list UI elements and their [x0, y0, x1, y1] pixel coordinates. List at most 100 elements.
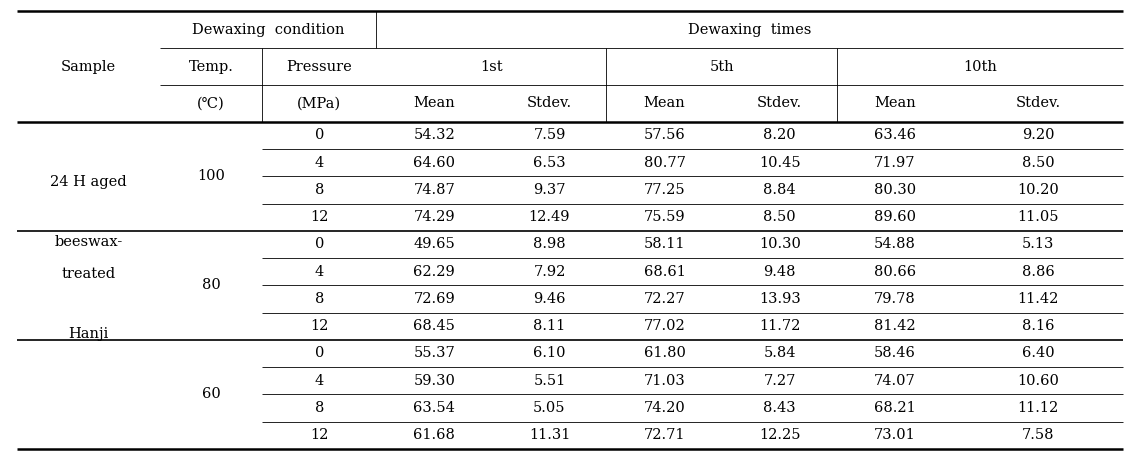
Text: 61.68: 61.68: [414, 428, 455, 442]
Text: 12.49: 12.49: [529, 210, 570, 224]
Text: 74.07: 74.07: [874, 374, 915, 388]
Text: Mean: Mean: [874, 97, 915, 110]
Text: 8.84: 8.84: [764, 183, 796, 197]
Text: (MPa): (MPa): [298, 97, 341, 110]
Text: Mean: Mean: [414, 97, 455, 110]
Text: 100: 100: [197, 169, 225, 183]
Text: 5.84: 5.84: [764, 346, 796, 360]
Text: 0: 0: [315, 128, 324, 142]
Text: beeswax-: beeswax-: [55, 235, 122, 249]
Text: 8.16: 8.16: [1021, 319, 1054, 333]
Text: 79.78: 79.78: [874, 292, 915, 306]
Text: Stdev.: Stdev.: [1016, 97, 1060, 110]
Text: 10th: 10th: [963, 60, 996, 74]
Text: 80.66: 80.66: [874, 265, 915, 279]
Text: 10.60: 10.60: [1017, 374, 1059, 388]
Text: Dewaxing  condition: Dewaxing condition: [192, 23, 344, 37]
Text: 10.20: 10.20: [1017, 183, 1059, 197]
Text: 8.43: 8.43: [764, 401, 796, 415]
Text: 89.60: 89.60: [874, 210, 915, 224]
Text: Mean: Mean: [644, 97, 685, 110]
Text: 62.29: 62.29: [414, 265, 455, 279]
Text: 11.42: 11.42: [1017, 292, 1059, 306]
Text: 11.31: 11.31: [529, 428, 570, 442]
Text: 64.60: 64.60: [414, 156, 455, 170]
Text: 12: 12: [310, 210, 328, 224]
Text: 49.65: 49.65: [414, 237, 455, 251]
Text: 11.05: 11.05: [1017, 210, 1059, 224]
Text: Temp.: Temp.: [188, 60, 234, 74]
Text: 74.20: 74.20: [644, 401, 685, 415]
Text: 13.93: 13.93: [759, 292, 800, 306]
Text: 9.20: 9.20: [1021, 128, 1054, 142]
Text: 68.61: 68.61: [644, 265, 685, 279]
Text: 5.05: 5.05: [534, 401, 565, 415]
Text: treated: treated: [62, 267, 115, 281]
Text: 68.45: 68.45: [414, 319, 455, 333]
Text: 10.45: 10.45: [759, 156, 800, 170]
Text: 54.88: 54.88: [874, 237, 915, 251]
Text: 5.51: 5.51: [534, 374, 565, 388]
Text: 6.40: 6.40: [1021, 346, 1054, 360]
Text: Stdev.: Stdev.: [757, 97, 803, 110]
Text: 9.37: 9.37: [534, 183, 565, 197]
Text: 4: 4: [315, 374, 324, 388]
Text: 7.27: 7.27: [764, 374, 796, 388]
Text: 7.58: 7.58: [1021, 428, 1054, 442]
Text: 72.27: 72.27: [644, 292, 685, 306]
Text: 12: 12: [310, 428, 328, 442]
Text: 80.30: 80.30: [874, 183, 915, 197]
Text: 59.30: 59.30: [414, 374, 455, 388]
Text: 68.21: 68.21: [874, 401, 915, 415]
Text: 11.12: 11.12: [1017, 401, 1059, 415]
Text: 24 H aged: 24 H aged: [50, 175, 127, 189]
Text: 7.59: 7.59: [534, 128, 565, 142]
Text: 0: 0: [315, 237, 324, 251]
Text: 60: 60: [202, 387, 220, 401]
Text: 8.86: 8.86: [1021, 265, 1054, 279]
Text: 5.13: 5.13: [1021, 237, 1054, 251]
Text: 8.50: 8.50: [764, 210, 796, 224]
Text: Dewaxing  times: Dewaxing times: [687, 23, 812, 37]
Text: 58.11: 58.11: [644, 237, 685, 251]
Text: 71.03: 71.03: [644, 374, 685, 388]
Text: 6.10: 6.10: [534, 346, 565, 360]
Text: 61.80: 61.80: [644, 346, 685, 360]
Text: 81.42: 81.42: [874, 319, 915, 333]
Text: 72.69: 72.69: [414, 292, 455, 306]
Text: 7.92: 7.92: [534, 265, 565, 279]
Text: 8.50: 8.50: [1021, 156, 1054, 170]
Text: 80: 80: [202, 278, 220, 292]
Text: 74.29: 74.29: [414, 210, 455, 224]
Text: 75.59: 75.59: [644, 210, 685, 224]
Text: 8.98: 8.98: [534, 237, 565, 251]
Text: 0: 0: [315, 346, 324, 360]
Text: 77.02: 77.02: [644, 319, 685, 333]
Text: 6.53: 6.53: [534, 156, 565, 170]
Text: Stdev.: Stdev.: [527, 97, 572, 110]
Text: 73.01: 73.01: [874, 428, 915, 442]
Text: 63.46: 63.46: [874, 128, 915, 142]
Text: 10.30: 10.30: [759, 237, 800, 251]
Text: 58.46: 58.46: [874, 346, 915, 360]
Text: 57.56: 57.56: [644, 128, 685, 142]
Text: 4: 4: [315, 265, 324, 279]
Text: 9.48: 9.48: [764, 265, 796, 279]
Text: 8: 8: [315, 292, 324, 306]
Text: (℃): (℃): [197, 97, 225, 110]
Text: 11.72: 11.72: [759, 319, 800, 333]
Text: 74.87: 74.87: [414, 183, 455, 197]
Text: 5th: 5th: [709, 60, 734, 74]
Text: 54.32: 54.32: [414, 128, 455, 142]
Text: 55.37: 55.37: [414, 346, 455, 360]
Text: 9.46: 9.46: [534, 292, 565, 306]
Text: 1st: 1st: [480, 60, 503, 74]
Text: Hanji: Hanji: [68, 327, 108, 341]
Text: 12.25: 12.25: [759, 428, 800, 442]
Text: 4: 4: [315, 156, 324, 170]
Text: 71.97: 71.97: [874, 156, 915, 170]
Text: 77.25: 77.25: [644, 183, 685, 197]
Text: 63.54: 63.54: [414, 401, 455, 415]
Text: 8: 8: [315, 183, 324, 197]
Text: 12: 12: [310, 319, 328, 333]
